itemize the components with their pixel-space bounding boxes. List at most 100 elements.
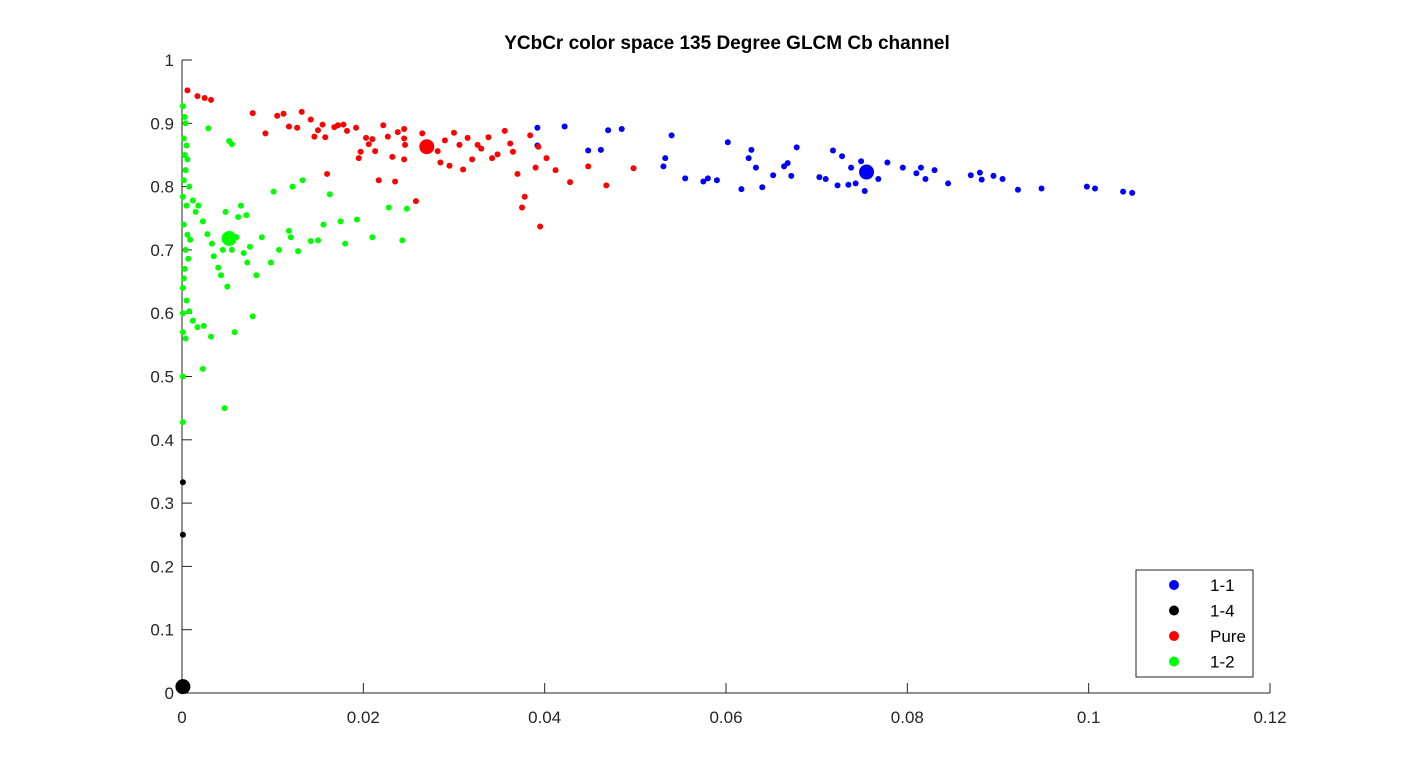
data-point [180,135,187,142]
data-point [858,158,865,165]
data-point [978,176,985,183]
data-point [392,178,399,185]
data-point [752,164,759,171]
legend-label: Pure [1210,627,1246,646]
data-point [485,134,492,141]
data-point [875,176,882,183]
y-tick-label: 0.9 [150,114,174,133]
data-point [179,284,186,291]
data-point [917,164,924,171]
data-point [184,156,191,163]
data-point [834,182,841,189]
data-point [342,240,349,247]
data-point [247,243,253,250]
data-point [1092,185,1099,192]
data-point [494,151,501,158]
data-point [931,167,938,174]
series-pure [184,87,637,230]
y-tick-label: 0.5 [150,368,174,387]
y-tick-label: 0.1 [150,621,174,640]
x-tick-label: 0.02 [347,708,380,727]
data-point [237,202,244,209]
data-point [682,175,689,182]
data-point [446,162,453,169]
data-point [182,167,189,174]
legend-marker [1169,631,1179,641]
data-point [355,155,362,162]
data-point [976,169,983,176]
data-point [315,237,321,244]
data-point [208,96,215,103]
data-point [287,234,294,241]
data-point [845,181,852,188]
x-tick-label: 0.12 [1253,708,1286,727]
data-point [186,183,193,190]
data-point [527,132,534,139]
data-point [179,193,186,200]
data-point [320,221,327,228]
data-point [401,135,408,142]
data-point [759,184,766,191]
data-point [179,103,186,110]
data-point [509,148,516,155]
data-point [1083,183,1090,190]
data-point [182,335,189,342]
data-point [180,275,187,282]
y-tick-label: 0 [165,684,174,703]
data-point [375,177,382,184]
data-point [884,159,891,166]
data-point [340,121,347,128]
chart-title: YCbCr color space 135 Degree GLCM Cb cha… [504,33,950,54]
data-point [253,272,260,279]
legend-marker [1169,580,1179,590]
data-point [394,129,401,136]
x-tick-label: 0.1 [1077,708,1101,727]
data-point [618,125,625,132]
data-point [788,172,795,179]
data-point [276,246,283,253]
legend-marker [1169,605,1179,616]
data-point [224,283,231,290]
data-point [399,237,406,244]
data-point [179,310,186,317]
data-point [353,216,360,223]
data-point [770,172,777,179]
data-point [326,191,333,198]
y-tick-label: 0.7 [150,241,174,260]
data-point [222,208,229,215]
data-point [179,419,186,426]
data-point [532,164,539,171]
data-point [535,143,542,150]
data-point [848,164,855,171]
data-point [402,141,409,148]
data-point [605,127,612,134]
data-point [199,365,206,372]
data-point [228,141,235,148]
data-point [208,240,215,247]
data-point [235,213,242,220]
data-point [217,272,224,279]
data-point [372,148,379,155]
data-point [519,204,525,211]
data-point [186,308,193,315]
data-point [189,197,196,204]
data-point [561,123,568,130]
y-axis-ticks: 0 0.1 0.2 0.3 0.4 0.5 0.6 0.7 0.8 0.9 1 [150,51,192,703]
data-point [249,313,256,320]
data-point [274,112,281,119]
data-point [489,155,496,162]
data-point [660,163,667,170]
data-point [913,170,920,177]
data-point [412,198,419,205]
data-point [215,264,222,271]
x-tick-label: 0.04 [528,708,561,727]
data-point [179,373,186,380]
data-point [307,116,314,123]
data-point [603,182,610,189]
series-1-4 [175,479,191,695]
data-point [262,130,269,137]
legend-label: 1-4 [1210,602,1235,621]
data-point [456,141,463,148]
data-point [537,223,544,230]
